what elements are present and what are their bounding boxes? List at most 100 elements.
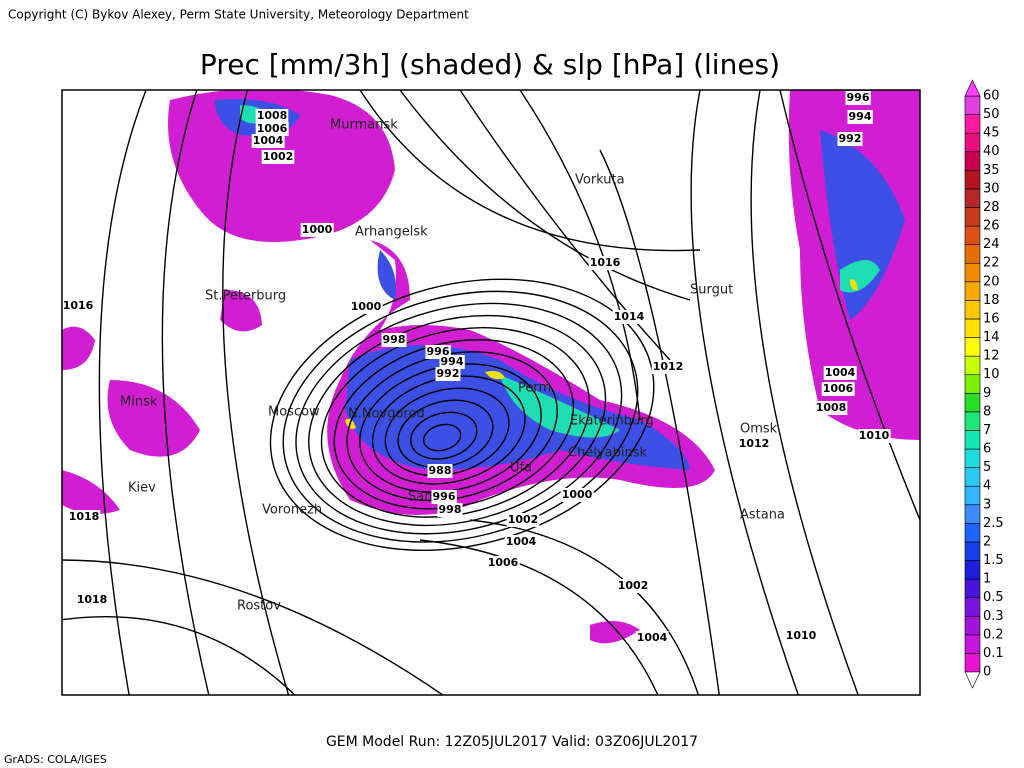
colorbar-box xyxy=(964,281,981,301)
labels: Murmansk Arhangelsk Vorkuta Surgut St.Peterb… xyxy=(26,91,891,645)
colorbar-box xyxy=(964,448,981,468)
isobar-label: 1012 xyxy=(653,360,684,373)
isobar-label: 996 xyxy=(427,345,450,358)
city-label: Surgut xyxy=(690,283,733,298)
isobar-label: 1016 xyxy=(590,256,621,269)
isobar-label-bg xyxy=(300,223,334,237)
colorbar-box xyxy=(964,188,981,208)
colorbar-label: 6 xyxy=(983,442,991,457)
colorbar-top-arrow xyxy=(964,79,981,97)
colorbar: 00.10.20.30.511.522.53456789101214161820… xyxy=(964,79,1004,689)
city-label: Omsk xyxy=(740,422,778,437)
isobar xyxy=(359,363,542,493)
isobar xyxy=(599,149,721,695)
colorbar-label: 50 xyxy=(983,107,1000,122)
isobar-label-bg xyxy=(616,579,650,593)
colorbar-box xyxy=(964,430,981,450)
isobar-label-bg xyxy=(435,367,461,381)
colorbar-box xyxy=(964,244,981,264)
colorbar-label: 12 xyxy=(983,349,1000,364)
map-frame xyxy=(61,89,921,696)
colorbar-label: 0.5 xyxy=(983,590,1004,605)
isobar xyxy=(397,399,494,468)
isobar-label: 1002 xyxy=(263,150,294,163)
colorbar-box xyxy=(964,392,981,413)
isobar xyxy=(98,90,147,695)
colorbar-label: 0.2 xyxy=(983,627,1004,642)
footer-run: GEM Model Run: 12Z05JUL2017 Valid: 03Z06… xyxy=(326,734,698,750)
city-label: Perm xyxy=(518,381,551,396)
isobar-label: 988 xyxy=(429,464,452,477)
colorbar-box xyxy=(964,467,981,487)
colorbar-label: 24 xyxy=(983,237,1000,252)
colorbar-label: 5 xyxy=(983,460,991,475)
isobar xyxy=(779,90,920,521)
isobar xyxy=(459,90,671,361)
isobar xyxy=(469,519,700,695)
isobar-label-bg xyxy=(612,310,646,324)
colorbar-box xyxy=(964,151,981,171)
isobar-label: 1018 xyxy=(69,510,100,523)
isobar-label-bg xyxy=(486,556,520,570)
isobar xyxy=(295,302,623,535)
isobar xyxy=(419,539,659,695)
colorbar-label: 30 xyxy=(983,181,1000,196)
colorbar-box xyxy=(964,207,981,227)
isobar-label: 1008 xyxy=(257,109,288,122)
isobar-label-bg xyxy=(349,300,383,314)
isobar xyxy=(410,411,478,460)
isobar-label-bg xyxy=(504,535,538,549)
isobar-label-bg xyxy=(381,333,407,347)
colorbar-box xyxy=(964,262,981,283)
isobar-label: 1010 xyxy=(786,629,817,642)
colorbar-box xyxy=(964,597,981,617)
colorbar-label: 2 xyxy=(983,534,991,549)
isobar xyxy=(62,559,444,695)
isobar-label: 1006 xyxy=(488,556,519,569)
colorbar-label: 26 xyxy=(983,219,1000,234)
colorbar-box xyxy=(964,337,981,357)
city-label: Vorkuta xyxy=(575,173,625,188)
city-label: Chelyabinsk xyxy=(568,446,647,461)
isobar-label: 1004 xyxy=(506,535,537,548)
colorbar-label: 60 xyxy=(983,89,1000,104)
isobar-label: 1000 xyxy=(351,300,382,313)
isobar-label: 1006 xyxy=(257,122,288,135)
isobar-label: 992 xyxy=(839,132,862,145)
colorbar-label: 45 xyxy=(983,126,1000,141)
colorbar-label: 10 xyxy=(983,367,1000,382)
isobar xyxy=(384,387,510,477)
isobar-label-bg xyxy=(67,510,101,524)
city-label: Voronezh xyxy=(262,503,322,518)
colorbar-label: 20 xyxy=(983,274,1000,289)
colorbar-box xyxy=(964,541,981,561)
colorbar-label: 8 xyxy=(983,404,991,419)
colorbar-label: 1 xyxy=(983,572,991,587)
city-label: Rostov xyxy=(237,599,281,614)
isobar xyxy=(62,615,296,695)
isobar xyxy=(320,326,591,518)
isobar xyxy=(161,90,210,695)
isobar-label: 1010 xyxy=(859,429,890,442)
isobar-label: 1018 xyxy=(77,593,108,606)
isobar-label-bg xyxy=(26,173,59,187)
isobar xyxy=(269,278,655,552)
colorbar-box xyxy=(964,225,981,245)
colorbar-label: 14 xyxy=(983,330,1000,345)
isobar xyxy=(750,90,859,695)
colorbar-box xyxy=(964,615,981,636)
isobar-label: 1004 xyxy=(825,366,856,379)
isobar-label: 1012 xyxy=(739,437,770,450)
isobar-label-bg xyxy=(635,631,669,645)
isobar-label-bg xyxy=(431,490,457,504)
isobar-label-bg xyxy=(651,360,685,374)
colorbar-box xyxy=(964,560,981,580)
city-label: Astana xyxy=(740,508,785,523)
isobar-label-bg xyxy=(62,299,95,313)
colorbar-box xyxy=(964,170,981,190)
isobar-label-bg xyxy=(823,366,857,380)
colorbar-label: 0.1 xyxy=(983,646,1004,661)
isobar-label: 1004 xyxy=(253,134,284,147)
